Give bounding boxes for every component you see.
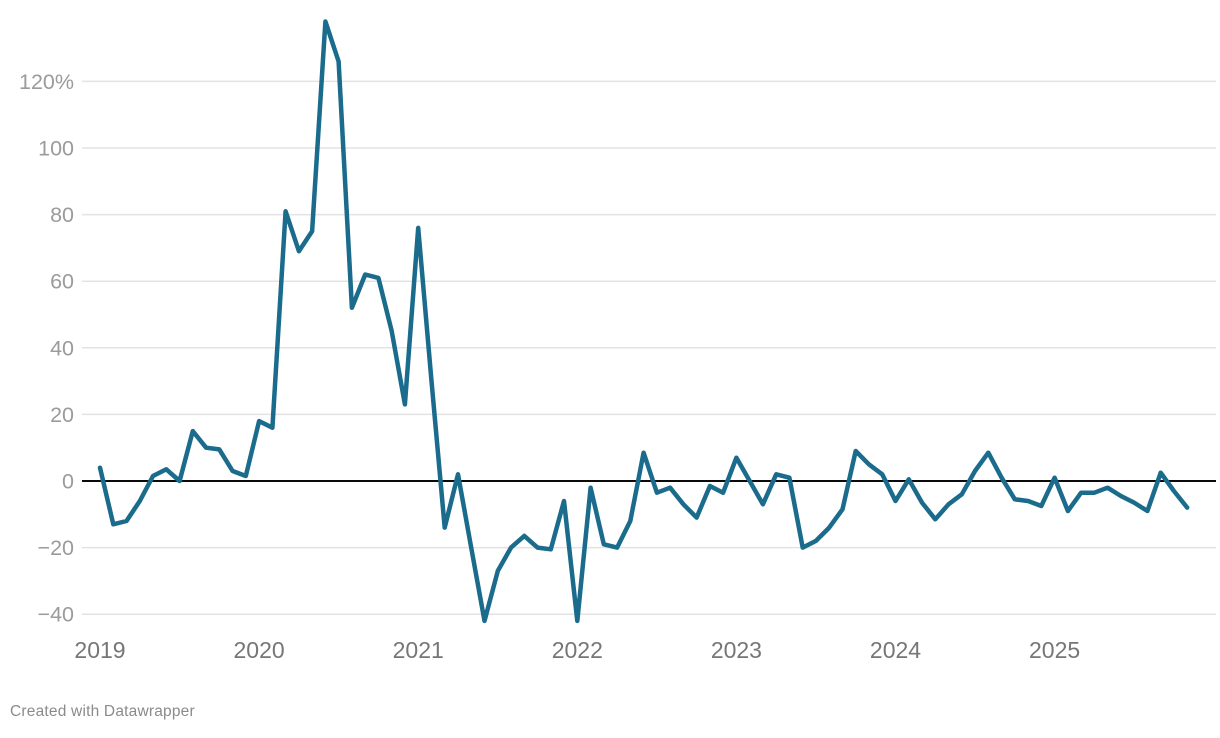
chart-line (97, 19, 1190, 624)
y-axis-tick-label: −40 (38, 603, 75, 627)
y-axis-labels-group: 120% 100 80 60 40 20 0 −20 −40 (19, 70, 74, 627)
y-axis-tick-label: 40 (50, 336, 74, 360)
x-axis-labels-group: 2019 2020 2021 2022 2023 2024 2025 (74, 637, 1080, 663)
x-axis-tick-label: 2023 (711, 637, 762, 663)
x-axis-tick-label: 2021 (393, 637, 444, 663)
y-axis-tick-label: 0 (62, 470, 74, 494)
gridlines-group (82, 80, 1216, 615)
y-axis-tick-label: 20 (50, 403, 74, 427)
x-axis-tick-label: 2025 (1029, 637, 1080, 663)
x-axis-tick-label: 2019 (74, 637, 125, 663)
y-axis-tick-label: 100 (38, 137, 74, 161)
y-axis-tick-label: 120% (19, 70, 74, 94)
y-axis-tick-label: 80 (50, 203, 74, 227)
x-axis-tick-label: 2024 (870, 637, 921, 663)
y-axis-tick-label: −20 (38, 536, 75, 560)
y-axis-tick-label: 60 (50, 270, 74, 294)
x-axis-tick-label: 2020 (234, 637, 285, 663)
data-series-group (97, 19, 1190, 624)
x-axis-tick-label: 2022 (552, 637, 603, 663)
datawrapper-credit-link[interactable]: Created with Datawrapper (10, 703, 195, 720)
